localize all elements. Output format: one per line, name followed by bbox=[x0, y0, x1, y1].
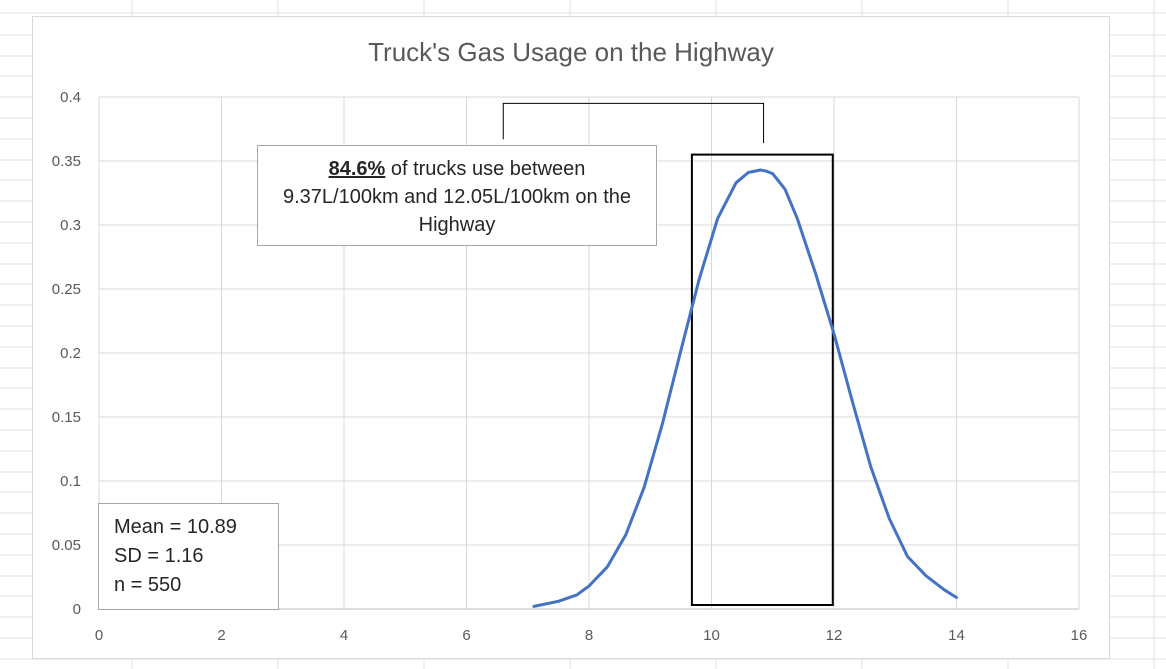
callout-bracket bbox=[502, 102, 765, 144]
callout-line-1-text: of trucks use between bbox=[385, 158, 586, 180]
highlight-range-box bbox=[690, 153, 834, 606]
x-tick-label: 6 bbox=[462, 627, 470, 644]
stats-sd: SD = 1.16 bbox=[114, 545, 204, 567]
x-tick-label: 2 bbox=[217, 627, 225, 644]
callout-line-3: Highway bbox=[418, 214, 496, 236]
callout-line-2: 9.37L/100km and 12.05L/100km on the bbox=[282, 186, 632, 208]
y-tick-label: 0.4 bbox=[60, 89, 81, 106]
y-tick-label: 0.05 bbox=[52, 537, 81, 554]
stats-n: n = 550 bbox=[114, 574, 182, 596]
chart-title: Truck's Gas Usage on the Highway bbox=[368, 37, 774, 67]
y-tick-label: 0.1 bbox=[60, 473, 81, 490]
x-tick-label: 12 bbox=[826, 627, 843, 644]
chart-area[interactable]: Truck's Gas Usage on the Highway 0 2 4 6 8 10… bbox=[32, 16, 1110, 659]
callout-annotation[interactable]: 84.6% of trucks use between 9.37L/100km … bbox=[257, 145, 657, 246]
y-tick-label: 0.2 bbox=[60, 345, 81, 362]
y-tick-label: 0 bbox=[73, 601, 81, 618]
x-tick-label: 16 bbox=[1071, 627, 1088, 644]
x-tick-label: 10 bbox=[703, 627, 720, 644]
stats-box[interactable]: Mean = 10.89 SD = 1.16 n = 550 bbox=[98, 503, 279, 610]
stats-mean: Mean = 10.89 bbox=[114, 516, 237, 538]
callout-line-1: 84.6% of trucks use between bbox=[258, 155, 656, 183]
callout-percentage: 84.6% bbox=[328, 158, 386, 180]
y-tick-label: 0.35 bbox=[52, 153, 81, 170]
x-tick-label: 8 bbox=[585, 627, 593, 644]
y-tick-label: 0.15 bbox=[52, 409, 81, 426]
y-tick-label: 0.3 bbox=[60, 217, 81, 234]
x-tick-label: 14 bbox=[948, 627, 965, 644]
y-tick-label: 0.25 bbox=[52, 281, 81, 298]
x-tick-label: 0 bbox=[95, 627, 103, 644]
x-tick-label: 4 bbox=[340, 627, 348, 644]
